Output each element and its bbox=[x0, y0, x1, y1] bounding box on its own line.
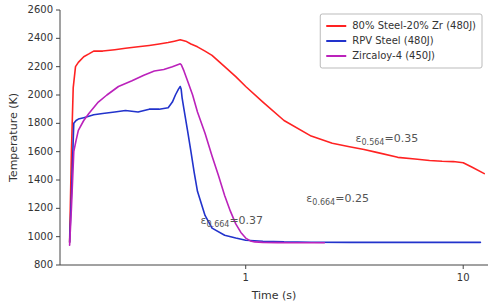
y-tick-label: 800 bbox=[34, 259, 53, 270]
legend-swatch bbox=[326, 55, 346, 57]
y-tick bbox=[56, 38, 60, 39]
y-tick-label: 2400 bbox=[28, 32, 53, 43]
y-tick bbox=[56, 151, 60, 152]
series-group bbox=[70, 40, 485, 245]
y-tick bbox=[56, 265, 60, 266]
y-axis-line bbox=[60, 10, 61, 265]
series-line bbox=[70, 87, 481, 243]
y-tick bbox=[56, 208, 60, 209]
annotations: ε0.564=0.35 ε0.664=0.25 ε0.664=0.37 bbox=[201, 132, 419, 229]
y-tick bbox=[56, 10, 60, 11]
series-line bbox=[70, 40, 485, 243]
x-axis-line bbox=[60, 265, 488, 266]
legend-entry: RPV Steel (480J) bbox=[352, 35, 433, 46]
y-tick bbox=[56, 95, 60, 96]
chart: 800 1000 1200 1400 1600 1800 2000 2200 2400 2600 1… bbox=[0, 0, 500, 305]
y-tick-label: 1000 bbox=[28, 231, 53, 242]
annotation: ε0.664=0.25 bbox=[306, 192, 369, 207]
axes: 800 1000 1200 1400 1600 1800 2000 2200 2400 2600 1… bbox=[28, 4, 488, 283]
annotation: ε0.664=0.37 bbox=[201, 214, 264, 229]
y-tick bbox=[56, 123, 60, 124]
y-tick-label: 1400 bbox=[28, 174, 53, 185]
legend-box bbox=[320, 14, 482, 68]
legend-entry: Zircaloy-4 (450J) bbox=[352, 50, 435, 61]
y-axis-label: Temperature (K) bbox=[7, 93, 20, 183]
y-tick-label: 1200 bbox=[28, 202, 53, 213]
y-tick bbox=[56, 180, 60, 181]
y-tick-label: 1600 bbox=[28, 146, 53, 157]
legend: 80% Steel-20% Zr (480J) RPV Steel (480J) Z… bbox=[320, 14, 482, 68]
y-tick bbox=[56, 66, 60, 67]
x-tick bbox=[245, 265, 246, 269]
annotation: ε0.564=0.35 bbox=[356, 132, 419, 147]
x-axis-label: Time (s) bbox=[251, 289, 297, 302]
series-line bbox=[70, 64, 325, 245]
legend-swatch bbox=[326, 40, 346, 42]
y-tick-label: 2600 bbox=[28, 4, 53, 15]
y-tick-label: 2200 bbox=[28, 61, 53, 72]
x-tick bbox=[463, 265, 464, 269]
y-tick-label: 1800 bbox=[28, 117, 53, 128]
y-tick-label: 2000 bbox=[28, 89, 53, 100]
x-tick-label: 10 bbox=[457, 272, 470, 283]
legend-swatch bbox=[326, 25, 346, 27]
x-tick-label: 1 bbox=[243, 272, 249, 283]
legend-entry: 80% Steel-20% Zr (480J) bbox=[352, 20, 476, 31]
y-tick bbox=[56, 236, 60, 237]
